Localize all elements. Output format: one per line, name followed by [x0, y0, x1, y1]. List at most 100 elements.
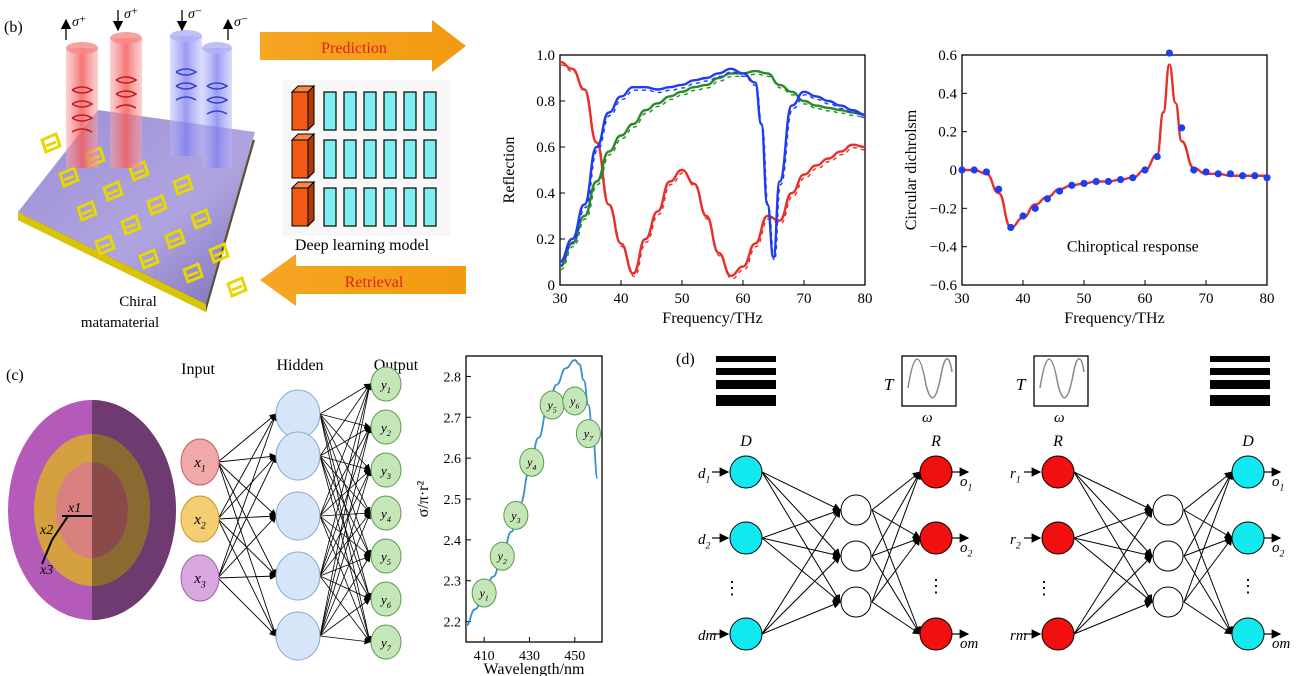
edge [319, 635, 371, 645]
hidden-layer-block [423, 139, 437, 179]
input-heading: Input [181, 361, 215, 378]
cd-series-point [1056, 187, 1064, 195]
edge [1073, 537, 1153, 603]
red-beam-2 [110, 32, 142, 168]
edge [319, 455, 372, 643]
edge [319, 515, 371, 600]
output-marker-label-y1: y1 [479, 586, 489, 603]
right-net-input-ellipsis: ⋮ [1035, 578, 1053, 598]
left-net-output-label-o2: o2 [960, 540, 973, 560]
hidden-layer-block [323, 91, 337, 131]
chiral-unit [138, 247, 160, 271]
output-node-label-y5: y5 [379, 549, 391, 567]
edge [871, 601, 921, 635]
edge [217, 413, 277, 520]
chiral-unit [164, 227, 186, 251]
cd-series-point [1178, 124, 1186, 132]
sigma-label-3: σ⁻ [188, 7, 202, 22]
sigma-label-4: σ⁻ [234, 15, 248, 30]
output-marker-label-y5: y5 [547, 398, 557, 415]
spectrum-omega-label-left: ω [922, 410, 933, 426]
edge [319, 512, 371, 637]
plate-edge [18, 212, 206, 312]
edge [1183, 509, 1233, 539]
left-net-input-label-d1: d1 [698, 466, 710, 486]
chiral-unit [172, 173, 194, 197]
hidden-layer-block [403, 187, 417, 227]
hidden-layer-block [383, 139, 397, 179]
edge [319, 383, 373, 637]
edge [319, 455, 371, 557]
edge [1183, 471, 1233, 511]
edge [761, 509, 841, 635]
chiral-unit [182, 261, 204, 285]
right-net-input-label-rm: rm [1010, 628, 1027, 644]
deep-learning-model-label: Deep learning model [295, 237, 430, 254]
reflection-series-red-dashed [560, 64, 867, 280]
y-tick-label: 0.2 [938, 125, 957, 141]
x-tick-label: 30 [955, 291, 970, 307]
deep-learning-model-blocks [282, 80, 450, 236]
edge [319, 512, 371, 577]
hidden-layer-block [323, 187, 337, 227]
output-node-label-y1: y1 [379, 377, 391, 395]
output-node-y1 [370, 366, 402, 402]
edge [761, 471, 841, 511]
edge [761, 508, 841, 539]
transmission-spectrum-left: T ω [884, 355, 957, 426]
edge [1183, 471, 1234, 603]
cd-series-point [1129, 174, 1137, 182]
y-tick-label: 0.6 [536, 140, 555, 156]
y-tick-label: −0.2 [930, 201, 957, 217]
left-net-output-ellipsis: ⋮ [927, 576, 945, 596]
chiral-unit [146, 193, 168, 217]
chiral-unit-array [40, 131, 248, 299]
chiral-unit [102, 179, 124, 203]
edge [319, 426, 371, 517]
x-axis-label: Wavelength/nm [484, 661, 585, 676]
right-net-input-node [1041, 455, 1075, 489]
output-node-y6 [370, 581, 402, 617]
circular-dichroism-chart: 30 40 50 60 70 80 −0.6 −0.4 −0.2 0 0.2 0.4 0.6 Freque… [903, 48, 1275, 327]
cd-series-point [1080, 179, 1088, 188]
right-net-hidden-node [1152, 586, 1184, 618]
edge [871, 509, 921, 539]
output-node-label-y2: y2 [379, 420, 392, 438]
edge [1183, 537, 1233, 603]
output-node-y2 [370, 409, 402, 445]
edge [871, 471, 921, 557]
edge [217, 413, 278, 579]
input-block [291, 91, 309, 131]
right-net-edges [1073, 471, 1234, 635]
edge [1073, 555, 1153, 635]
hidden-node [275, 551, 321, 601]
sigma-arrows: σ⁺ σ⁺ σ⁻ σ⁻ [60, 7, 248, 40]
sigma-label-1: σ⁺ [72, 15, 86, 30]
input-node-label-x3: x3 [193, 571, 206, 591]
edge [319, 515, 371, 557]
left-net-input-node [729, 455, 763, 489]
hidden-layer-block [383, 187, 397, 227]
edge [319, 469, 371, 577]
cd-series-point [1019, 212, 1027, 220]
hidden-layer-block [403, 91, 417, 131]
cd-series-point [982, 168, 991, 176]
x-axis-label: Frequency/THz [662, 310, 762, 327]
output-node-label-y7: y7 [379, 635, 392, 653]
hidden-layer-block [363, 139, 377, 179]
edge [217, 455, 277, 520]
edge [1183, 601, 1233, 635]
output-node-y7 [370, 624, 402, 660]
barcode-design-right [1210, 356, 1270, 406]
edge [217, 572, 277, 580]
edge [1073, 471, 1153, 557]
y-tick-label: 2.4 [444, 534, 462, 549]
edge [871, 509, 922, 635]
left-net-input-node [729, 617, 763, 651]
right-net-input-label-r1: r1 [1010, 466, 1021, 486]
x-tick-label: 30 [553, 291, 568, 307]
x-axis-label: Frequency/THz [1064, 310, 1164, 327]
cd-series-point [1165, 49, 1173, 57]
spectrum-omega-label-right: ω [1054, 410, 1065, 426]
edge [319, 383, 371, 457]
